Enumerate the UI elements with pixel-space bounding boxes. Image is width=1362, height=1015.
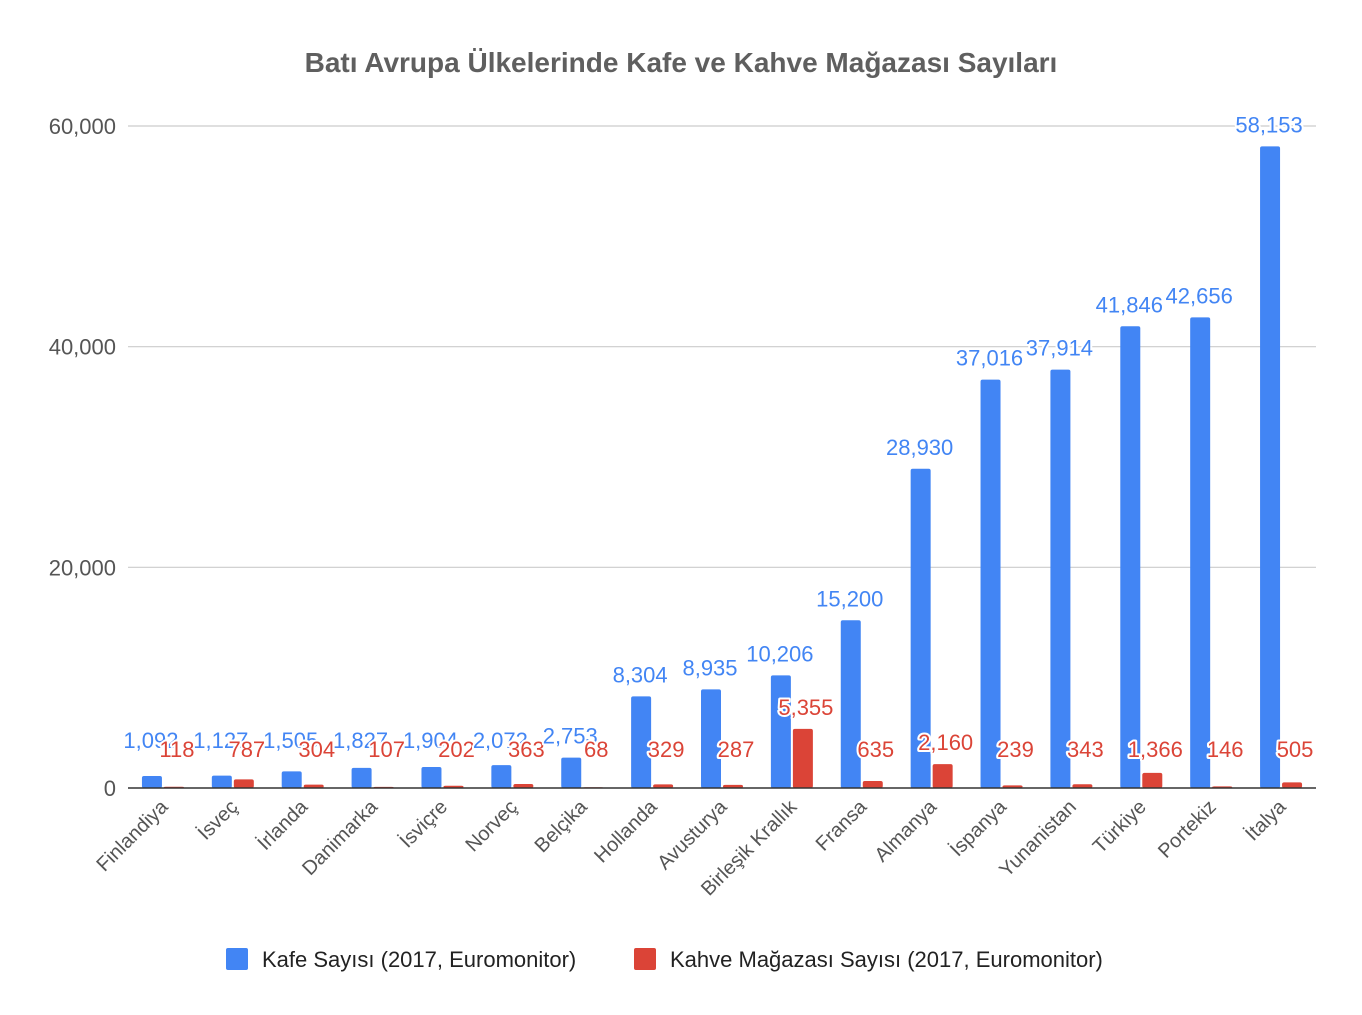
data-label-kahve-magazasi: 329 [648,737,685,762]
bar-kafe [1050,369,1071,788]
x-tick-label: Fransa [812,795,872,855]
bar-kafe [1260,146,1281,789]
legend-swatch [226,948,248,970]
x-tick-label: Belçika [531,795,593,857]
data-label-kafe: 8,935 [682,655,737,680]
bar-kahve-magazasi [233,779,254,788]
data-label-kafe: 1,904 [403,728,458,753]
x-tick-label: Danimarka [298,795,383,880]
data-label-kahve-magazasi: 2,160 [918,730,973,755]
bar-kahve-magazasi [792,728,813,788]
bar-kafe [421,766,442,788]
data-label-kafe: 2,072 [473,728,528,753]
bar-kahve-magazasi [303,784,324,788]
legend-swatch [634,948,656,970]
data-label-kafe: 42,656 [1166,283,1233,308]
data-label-kahve-magazasi: 239 [997,737,1034,762]
x-tick-label: Almanya [871,795,942,866]
x-tick-label: Norveç [462,796,522,856]
legend-label: Kahve Mağazası Sayısı (2017, Euromonitor… [670,947,1103,972]
bar-kafe [1120,326,1141,788]
x-tick-label: İrlanda [253,795,313,855]
bar-kahve-magazasi [653,784,674,788]
data-label-kafe: 58,153 [1235,112,1302,137]
legend: Kafe Sayısı (2017, Euromonitor) Kahve Mağ… [226,947,1103,972]
data-label-kafe: 41,846 [1096,292,1163,317]
bar-kahve-magazasi [862,780,883,788]
x-tick-label: İspanya [945,795,1011,861]
bar-kafe [211,775,232,788]
data-label-kafe: 15,200 [816,586,883,611]
x-tick-label: İsveç [193,795,242,844]
bar-kahve-magazasi [1282,782,1303,788]
data-label-kahve-magazasi: 304 [298,737,335,762]
bar-kafe [631,696,652,788]
y-axis-ticks: 0 20,000 40,000 60,000 [49,114,116,801]
data-label-kahve-magazasi: 343 [1067,737,1104,762]
bar-kahve-magazasi [1072,784,1093,788]
data-label-kafe: 2,753 [543,724,598,749]
data-label-kahve-magazasi: 363 [508,737,545,762]
bar-kafe [770,675,791,788]
gridlines [128,125,1316,568]
bar-kafe [561,757,582,788]
data-label-kafe: 37,016 [956,346,1023,371]
bar-kafe [1190,317,1211,788]
x-tick-label: Portekiz [1154,796,1221,863]
bar-kahve-magazasi [932,764,953,788]
data-label-kahve-magazasi: 107 [368,737,405,762]
bar-kahve-magazasi [513,783,534,788]
chart-title: Batı Avrupa Ülkelerinde Kafe ve Kahve Ma… [305,47,1058,78]
x-tick-label: Hollanda [590,795,662,867]
bar-kahve-magazasi [1142,772,1163,788]
bar-kafe [351,767,372,788]
data-label-kafe: 1,092 [123,728,178,753]
x-tick-label: Türkiye [1089,796,1151,858]
data-label-kahve-magazasi: 146 [1207,737,1244,762]
data-label-kafe: 8,304 [613,662,668,687]
data-label-kahve-magazasi: 787 [228,737,265,762]
data-label-kafe: 1,127 [193,728,248,753]
data-label-kafe: 37,914 [1026,336,1093,361]
data-label-kahve-magazasi: 287 [718,737,755,762]
bar-kafe [910,468,931,788]
bar-kafe [840,620,861,788]
y-tick-label: 20,000 [49,555,116,580]
y-tick-label: 0 [104,776,116,801]
bar-kafe [281,771,302,788]
data-label-kahve-magazasi: 635 [857,737,894,762]
data-label-kafe: 10,206 [746,641,813,666]
data-label-kahve-magazasi: 1,366 [1128,737,1183,762]
data-label-kafe: 1,505 [263,728,318,753]
data-label-kahve-magazasi: 68 [584,737,608,762]
bar-kafe [701,689,721,788]
data-label-kahve-magazasi: 118 [159,737,194,762]
data-label-kahve-magazasi: 505 [1277,737,1314,762]
x-tick-label: Finlandiya [92,795,173,876]
x-tick-label: İsviçre [395,795,452,852]
data-label-kahve-magazasi: 5,355 [778,695,833,720]
bar-kafe [491,765,512,788]
bar-kafe [141,775,162,788]
legend-label: Kafe Sayısı (2017, Euromonitor) [262,947,576,972]
data-label-kahve-magazasi: 202 [438,737,475,762]
y-tick-label: 60,000 [49,114,116,139]
bars [141,146,1303,789]
data-labels: 1,0921181,1277871,5053041,8271071,904202… [121,110,1315,764]
bar-kahve-magazasi [723,784,743,788]
x-tick-label: İtalya [1241,795,1292,846]
data-label-kafe: 28,930 [886,435,953,460]
bar-kafe [980,379,1001,788]
y-tick-label: 40,000 [49,335,116,360]
data-label-kafe: 1,827 [333,728,388,753]
